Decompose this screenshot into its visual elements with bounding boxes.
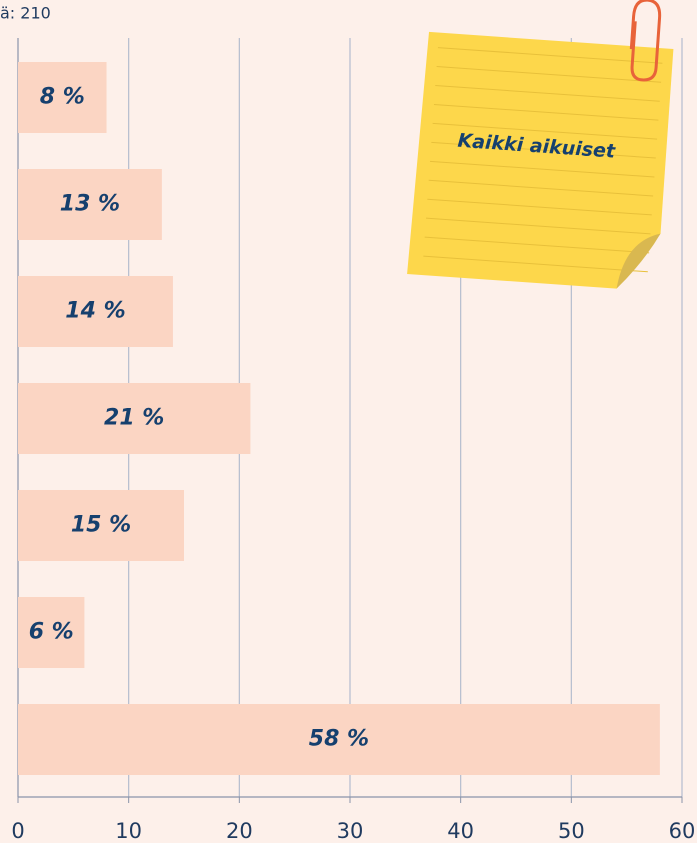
value-label: 13 % — [60, 192, 120, 217]
value-label: 8 % — [40, 85, 85, 110]
value-label: 21 % — [104, 406, 164, 431]
subtitle: ä: 210 — [0, 4, 51, 23]
value-label: 58 % — [309, 727, 369, 752]
page: ä: 210 0102030405060Kaikki aikuiset8 %13… — [0, 0, 697, 843]
chart: ä: 210 0102030405060Kaikki aikuiset8 %13… — [0, 0, 697, 843]
x-tick-label: 30 — [337, 819, 364, 843]
x-tick-label: 50 — [558, 819, 585, 843]
value-label: 15 % — [71, 513, 131, 538]
value-label: 14 % — [65, 299, 125, 324]
x-tick-label: 0 — [11, 819, 24, 843]
x-tick-label: 40 — [447, 819, 474, 843]
x-tick-label: 10 — [115, 819, 142, 843]
x-tick-label: 20 — [226, 819, 253, 843]
x-tick-label: 60 — [669, 819, 696, 843]
value-label: 6 % — [29, 620, 74, 645]
